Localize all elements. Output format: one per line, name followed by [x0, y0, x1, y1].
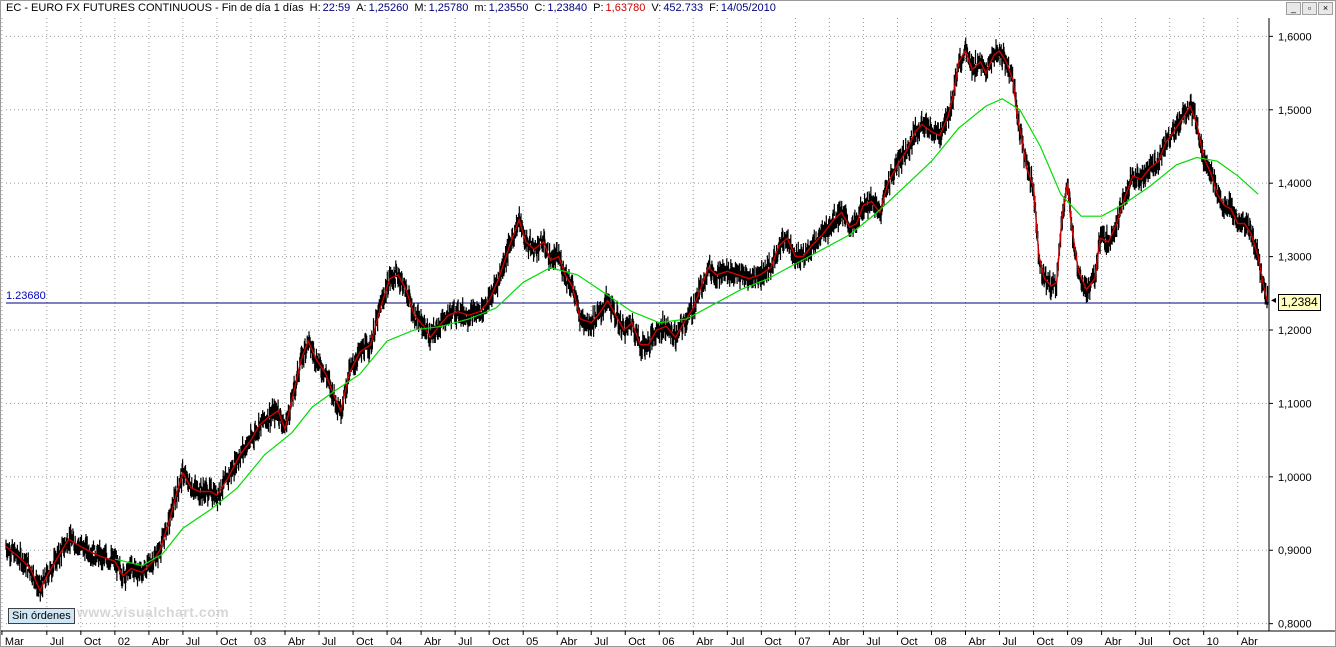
price-pointer-icon: ◂: [1271, 294, 1277, 306]
x-tick-label: Abr: [424, 636, 441, 646]
close-button[interactable]: ×: [1318, 2, 1333, 15]
stat-label: C:: [534, 2, 546, 14]
orders-button[interactable]: Sin órdenes: [8, 608, 75, 624]
x-tick-label: Abr: [832, 636, 849, 646]
x-tick-label: Oct: [84, 636, 101, 646]
x-tick-label: Jul: [458, 636, 472, 646]
stat-value: 1,25260: [368, 2, 409, 14]
stat-label: P:: [593, 2, 604, 14]
y-tick-label: 1,3000: [1278, 252, 1312, 264]
stat-label: V:: [651, 2, 662, 14]
x-tick-label: 03: [254, 636, 266, 646]
x-tick-label: Abr: [288, 636, 305, 646]
title-bar: EC - EURO FX FUTURES CONTINUOUS - Fin de…: [1, 1, 1335, 17]
x-tick-label: Oct: [764, 636, 781, 646]
y-tick-label: 1,0000: [1278, 472, 1312, 484]
x-tick-label: Oct: [900, 636, 917, 646]
y-tick-label: 0,8000: [1278, 619, 1312, 631]
y-tick-label: 0,9000: [1278, 545, 1312, 557]
x-tick-label: Jul: [50, 636, 64, 646]
x-tick-label: Mar: [5, 636, 24, 646]
stat-label: M:: [414, 2, 427, 14]
stat-value: 1,23840: [547, 2, 588, 14]
x-tick-label: 04: [390, 636, 402, 646]
chart-title: EC - EURO FX FUTURES CONTINUOUS - Fin de…: [6, 2, 304, 14]
x-tick-label: 05: [526, 636, 538, 646]
x-tick-label: Oct: [220, 636, 237, 646]
y-tick-label: 1,6000: [1278, 31, 1312, 43]
x-tick-label: Jul: [1139, 636, 1153, 646]
restore-button[interactable]: ▫: [1302, 2, 1317, 15]
stat-label: H:: [309, 2, 321, 14]
x-tick-label: 02: [118, 636, 130, 646]
stat-label: m:: [474, 2, 487, 14]
stat-label: A:: [356, 2, 367, 14]
x-tick-label: Oct: [628, 636, 645, 646]
long-moving-average-line: [114, 98, 1259, 567]
x-tick-label: Oct: [1037, 636, 1054, 646]
x-tick-label: Oct: [492, 636, 509, 646]
x-tick-label: 08: [934, 636, 946, 646]
window-controls: _ ▫ ×: [1286, 2, 1333, 16]
y-tick-label: 1,4000: [1278, 178, 1312, 190]
x-tick-label: 10: [1207, 636, 1219, 646]
plot-area: [6, 18, 1269, 631]
x-tick-label: Jul: [594, 636, 608, 646]
x-tick-label: Abr: [560, 636, 577, 646]
x-tick-label: Abr: [1105, 636, 1122, 646]
watermark: www.visualchart.com: [77, 604, 230, 620]
x-tick-label: Jul: [730, 636, 744, 646]
x-tick-label: 09: [1071, 636, 1083, 646]
stat-value: 14/05/2010: [720, 2, 776, 14]
y-tick-label: 1,1000: [1278, 398, 1312, 410]
minimize-button[interactable]: _: [1286, 2, 1301, 15]
x-tick-label: 07: [798, 636, 810, 646]
x-tick-label: Jul: [1003, 636, 1017, 646]
stat-value: 452.733: [663, 2, 704, 14]
x-tick-label: Oct: [356, 636, 373, 646]
y-tick-label: 1,2000: [1278, 325, 1312, 337]
x-tick-label: Jul: [322, 636, 336, 646]
stat-value: 22:59: [322, 2, 351, 14]
x-tick-label: Jul: [866, 636, 880, 646]
x-tick-label: Abr: [696, 636, 713, 646]
x-tick-label: 06: [662, 636, 674, 646]
stat-value: 1,25780: [428, 2, 469, 14]
stat-label: F:: [709, 2, 719, 14]
last-price-tag: 1,2384: [1278, 293, 1321, 311]
stat-value: 1,63780: [605, 2, 646, 14]
x-tick-label: Abr: [968, 636, 985, 646]
horizontal-line-label: 1.23680: [6, 289, 46, 302]
short-moving-average-line: [5, 49, 1269, 593]
ohlc-stats: H: 22:59 A: 1,25260 M: 1,25780 m: 1,23550 C: 1,23…: [310, 1, 782, 16]
x-tick-label: Abr: [152, 636, 169, 646]
x-tick-label: Oct: [1173, 636, 1190, 646]
stat-value: 1,23550: [488, 2, 529, 14]
x-tick-label: Jul: [186, 636, 200, 646]
y-tick-label: 1,5000: [1278, 105, 1312, 117]
x-tick-label: Abr: [1241, 636, 1258, 646]
